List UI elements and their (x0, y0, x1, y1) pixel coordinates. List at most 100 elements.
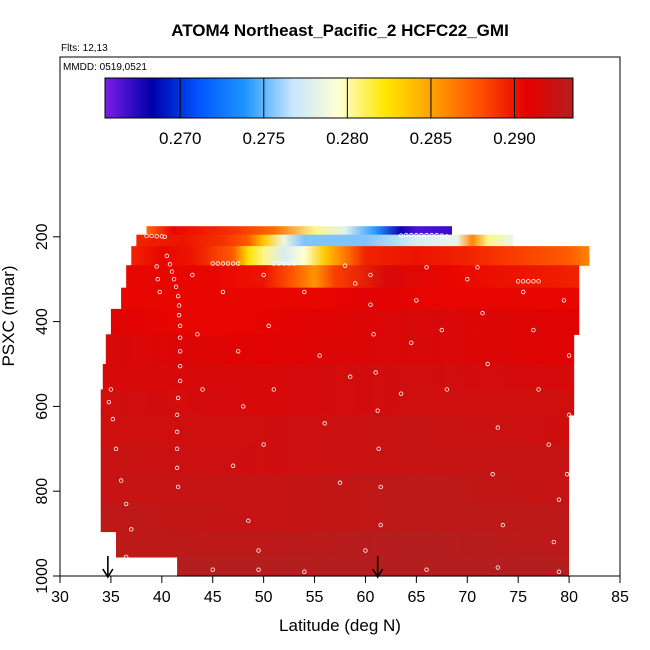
sample-point (414, 298, 419, 303)
colorbar-tick-label: 0.275 (243, 129, 286, 148)
sample-point (175, 293, 181, 299)
colorbar-tick-label: 0.285 (410, 129, 453, 148)
sample-point (368, 302, 373, 307)
sample-point (176, 303, 182, 308)
heatmap-band (121, 287, 580, 310)
flight-arrow-head (371, 568, 384, 579)
sample-point (347, 374, 353, 379)
sample-point (149, 233, 154, 239)
flights-label: Flts: 12,13 (61, 43, 108, 54)
sample-point (419, 232, 424, 238)
sample-point (174, 446, 180, 451)
sample-point (164, 253, 170, 259)
sample-point (167, 262, 173, 267)
sample-point (173, 284, 179, 290)
sample-point (556, 497, 562, 502)
sample-point (108, 387, 114, 392)
x-axis-label: Latitude (deg N) (279, 616, 401, 635)
sample-point (480, 310, 485, 316)
sample-point (531, 327, 536, 333)
sample-point (551, 539, 557, 545)
sample-point (235, 261, 241, 266)
colorbar-ticks: 0.270 0.275 0.280 0.285 0.290 (159, 78, 536, 148)
sample-point (556, 569, 562, 574)
sample-point (174, 429, 180, 435)
sample-point (434, 232, 439, 238)
sample-point (256, 567, 261, 572)
sample-point (465, 277, 470, 282)
x-tick-label: 70 (458, 589, 476, 606)
sample-point (129, 527, 134, 532)
heatmap-band (136, 234, 514, 247)
x-tick-label: 40 (153, 589, 171, 606)
heatmap-band (100, 444, 570, 475)
sample-point (444, 387, 450, 392)
sample-point (337, 480, 343, 485)
sample-point (220, 289, 226, 295)
sample-point (378, 484, 383, 490)
sample-point (157, 289, 162, 295)
x-tick-label: 35 (102, 589, 120, 606)
sample-point (177, 349, 183, 354)
flight-arrow-head (102, 568, 114, 579)
sample-point (200, 387, 205, 392)
sample-point (317, 353, 322, 358)
x-tick-label: 55 (306, 589, 324, 606)
colorbar-gradient (104, 77, 574, 119)
sample-point (536, 279, 541, 284)
sample-point (566, 353, 572, 358)
sample-point (106, 399, 112, 405)
sample-point (424, 265, 429, 270)
sample-point (526, 279, 531, 284)
sample-point (521, 279, 526, 284)
x-tick-label: 45 (204, 589, 222, 606)
heatmap-band (126, 265, 580, 289)
sample-point (177, 363, 183, 369)
sample-point (195, 332, 200, 337)
sample-point (531, 279, 536, 284)
colorbar-tick-label: 0.270 (159, 129, 202, 148)
sample-point (409, 232, 414, 238)
sample-point (110, 416, 116, 422)
sample-point (342, 263, 348, 268)
sample-point (371, 332, 376, 337)
flight-arrows (102, 556, 384, 579)
sample-point (171, 277, 177, 282)
heatmap-band (131, 246, 590, 266)
sample-point (373, 370, 378, 375)
sample-point (286, 261, 292, 266)
sample-point (375, 408, 380, 413)
sample-point (261, 272, 266, 278)
sample-point (495, 565, 501, 570)
sample-point (210, 261, 215, 266)
x-tick-label: 50 (255, 589, 273, 606)
sample-point (424, 567, 429, 572)
sample-point (154, 234, 159, 239)
sample-point (475, 265, 480, 270)
sample-point (177, 323, 183, 329)
y-tick-label: 200 (34, 223, 51, 250)
sample-point (439, 233, 445, 238)
sample-point (246, 518, 251, 524)
x-axis: 30 35 40 45 50 55 60 65 70 75 80 85 (51, 576, 629, 606)
sample-point (159, 234, 165, 239)
sample-point (515, 279, 521, 284)
sample-point (118, 478, 124, 483)
sample-point (176, 313, 182, 318)
y-tick-label: 400 (34, 308, 51, 335)
heatmap-cells (100, 226, 590, 577)
sample-point (271, 387, 277, 392)
heatmap-band (116, 531, 570, 558)
y-axis: 200 400 600 800 1000 (34, 223, 60, 594)
sample-point (215, 261, 221, 266)
sample-point (230, 261, 236, 266)
colorbar-tick-label: 0.290 (493, 129, 536, 148)
sample-point (210, 567, 215, 572)
sample-point (162, 234, 168, 239)
heatmap-band (100, 414, 570, 446)
sample-point (490, 472, 495, 477)
heatmap-band (102, 364, 575, 391)
sample-point (378, 522, 383, 528)
sample-point (403, 232, 409, 238)
sample-point (175, 395, 181, 401)
